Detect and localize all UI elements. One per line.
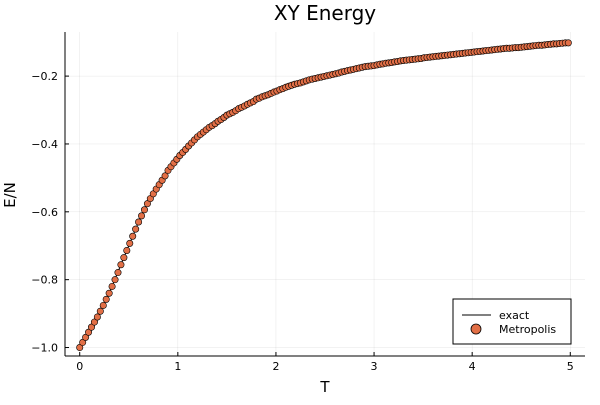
data-point-metropolis <box>114 269 122 277</box>
y-axis-title: E/N <box>1 182 19 208</box>
data-point-metropolis <box>135 218 143 226</box>
data-point-metropolis <box>120 254 128 262</box>
x-tick-label: 5 <box>567 360 574 373</box>
data-point-metropolis <box>126 239 134 247</box>
data-point-metropolis <box>102 295 110 303</box>
y-tick-label: −1.0 <box>31 342 58 355</box>
data-point-metropolis <box>161 172 169 180</box>
chart-title: XY Energy <box>274 1 376 25</box>
x-tick-label: 4 <box>469 360 476 373</box>
legend-label-metropolis: Metropolis <box>499 323 556 336</box>
data-point-metropolis <box>105 289 113 297</box>
data-point-metropolis <box>564 39 572 47</box>
x-tick-label: 0 <box>76 360 83 373</box>
y-tick-label: −0.6 <box>31 206 58 219</box>
grid-layer <box>65 32 585 356</box>
data-point-metropolis <box>96 307 104 315</box>
x-tick-label: 2 <box>272 360 279 373</box>
axis-layer <box>64 32 585 357</box>
legend-box <box>452 298 572 345</box>
x-tick-label: 1 <box>174 360 181 373</box>
data-point-metropolis <box>138 212 146 220</box>
y-tick-label: −0.8 <box>31 274 58 287</box>
x-axis-title: T <box>319 378 330 396</box>
data-point-metropolis <box>117 261 125 269</box>
legend-label-exact: exact <box>499 309 530 322</box>
data-point-metropolis <box>99 301 107 309</box>
x-tick-label: 3 <box>371 360 378 373</box>
data-point-metropolis <box>129 232 137 240</box>
legend: exact Metropolis <box>452 298 572 345</box>
data-point-metropolis <box>93 313 101 321</box>
data-point-metropolis <box>132 225 140 233</box>
y-tick-label: −0.4 <box>31 138 58 151</box>
data-point-metropolis <box>123 246 131 254</box>
data-point-metropolis <box>108 282 116 290</box>
y-tick-label: −0.2 <box>31 70 58 83</box>
data-point-metropolis <box>111 276 119 284</box>
legend-marker-swatch <box>470 323 482 335</box>
series-layer <box>76 39 572 352</box>
tick-layer: 0 1 2 3 4 5 −1.0 −0.8 −0.6 −0.4 −0.2 <box>31 70 574 373</box>
data-point-metropolis <box>140 206 148 214</box>
